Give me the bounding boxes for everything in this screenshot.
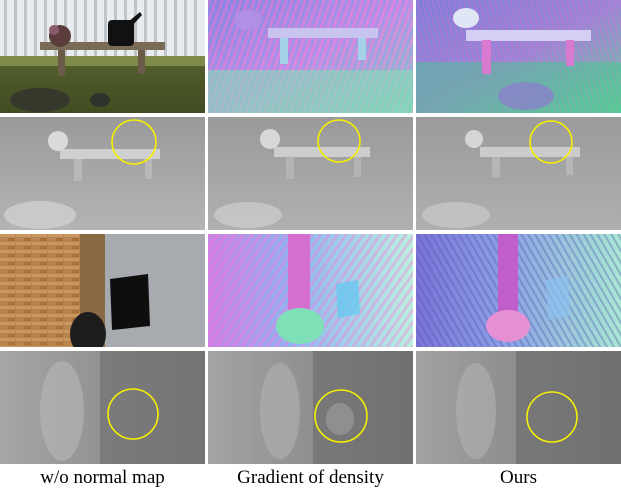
highlight-circle (111, 119, 157, 165)
highlight-circle (317, 119, 361, 163)
wall-normal-ours-image (416, 234, 621, 347)
wall-depth-without-normal-image (0, 351, 205, 464)
wall-depth-gradient-image (208, 351, 413, 464)
highlight-circle (314, 389, 368, 443)
wall-depth-ours-image (416, 351, 621, 464)
wall-normal-gradient-image (208, 234, 413, 347)
bench-normal-ours-image (416, 0, 621, 113)
caption-gradient-of-density: Gradient of density (237, 467, 384, 488)
highlight-circle (526, 391, 578, 443)
bench-normal-gradient-image (208, 0, 413, 113)
wall-rgb-image (0, 234, 205, 347)
highlight-circle (529, 120, 573, 164)
caption-without-normal-map: w/o normal map (40, 467, 165, 488)
bench-rgb-image (0, 0, 205, 113)
bench-depth-ours-image (416, 117, 621, 230)
caption-ours: Ours (500, 467, 537, 488)
highlight-circle (107, 388, 159, 440)
bench-depth-gradient-image (208, 117, 413, 230)
bench-depth-without-normal-image (0, 117, 205, 230)
